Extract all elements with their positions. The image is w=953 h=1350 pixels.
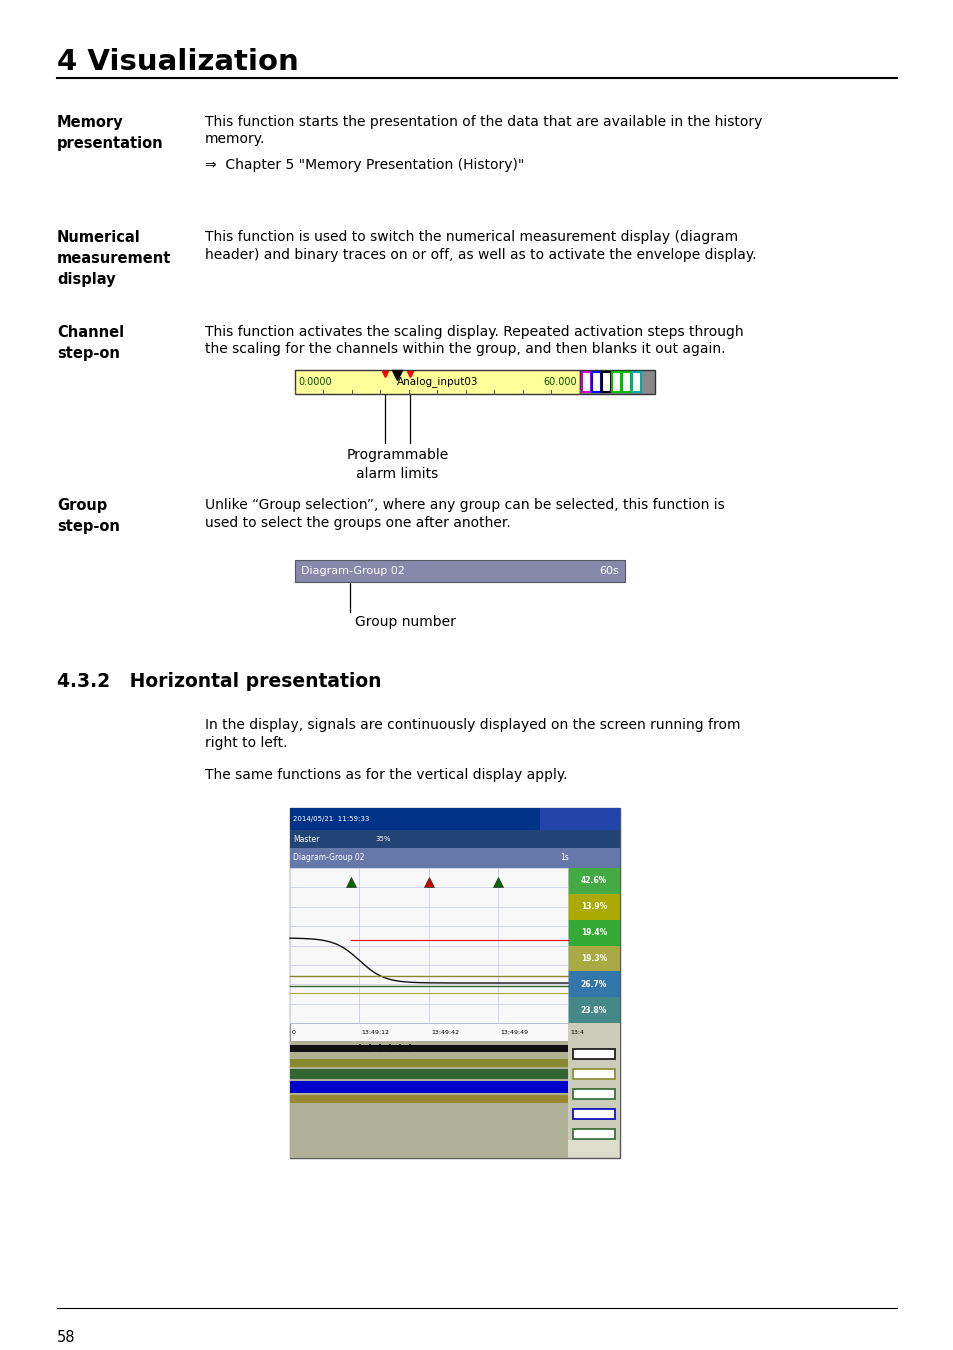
- Text: Group number: Group number: [355, 616, 456, 629]
- Text: The same functions as for the vertical display apply.: The same functions as for the vertical d…: [205, 768, 567, 782]
- Bar: [567, 1023, 619, 1139]
- Bar: [290, 1069, 567, 1079]
- Bar: [290, 809, 619, 1158]
- Text: 19.3%: 19.3%: [580, 954, 606, 963]
- Bar: [294, 370, 579, 394]
- Text: 13:49:42: 13:49:42: [431, 1030, 458, 1035]
- Bar: [567, 998, 619, 1023]
- Text: header) and binary traces on or off, as well as to activate the envelope display: header) and binary traces on or off, as …: [205, 247, 756, 262]
- Text: memory.: memory.: [205, 132, 265, 147]
- Text: Master: Master: [293, 834, 319, 844]
- Bar: [290, 848, 619, 868]
- Bar: [290, 1045, 567, 1052]
- Text: 13.9%: 13.9%: [580, 902, 606, 911]
- Text: 13:49:12: 13:49:12: [361, 1030, 389, 1035]
- Text: the scaling for the channels within the group, and then blanks it out again.: the scaling for the channels within the …: [205, 343, 724, 356]
- Text: 60s: 60s: [598, 566, 618, 576]
- Text: In the display, signals are continuously displayed on the screen running from: In the display, signals are continuously…: [205, 718, 740, 732]
- Text: used to select the groups one after another.: used to select the groups one after anot…: [205, 516, 510, 529]
- Text: Memory
presentation: Memory presentation: [57, 115, 164, 151]
- Bar: [567, 894, 619, 919]
- Text: Channel
step-on: Channel step-on: [57, 325, 124, 360]
- Bar: [573, 1089, 615, 1099]
- Bar: [290, 809, 619, 830]
- Text: 19.4%: 19.4%: [580, 927, 606, 937]
- Text: 0: 0: [292, 1030, 295, 1035]
- Bar: [581, 373, 590, 391]
- Bar: [631, 373, 640, 391]
- Bar: [612, 373, 620, 391]
- Bar: [290, 1023, 567, 1041]
- Text: Diagram-Group 02: Diagram-Group 02: [293, 853, 364, 863]
- Text: 4.3.2   Horizontal presentation: 4.3.2 Horizontal presentation: [57, 672, 381, 691]
- Bar: [592, 373, 600, 391]
- Bar: [573, 1049, 615, 1058]
- Text: 60.000: 60.000: [543, 377, 577, 387]
- Text: Programmable
alarm limits: Programmable alarm limits: [346, 448, 448, 482]
- Text: This function activates the scaling display. Repeated activation steps through: This function activates the scaling disp…: [205, 325, 742, 339]
- Text: 2014/05/21  11:59:33: 2014/05/21 11:59:33: [293, 815, 369, 822]
- Text: 23.8%: 23.8%: [580, 1006, 606, 1015]
- Bar: [539, 809, 619, 830]
- Text: 13:49:49: 13:49:49: [500, 1030, 528, 1035]
- Bar: [621, 373, 630, 391]
- Bar: [573, 1108, 615, 1119]
- Bar: [290, 1081, 567, 1094]
- Text: 26.7%: 26.7%: [580, 980, 606, 988]
- Bar: [290, 830, 619, 848]
- Bar: [573, 1069, 615, 1079]
- Bar: [290, 1058, 567, 1066]
- Bar: [290, 1054, 567, 1068]
- Text: Diagram-Group 02: Diagram-Group 02: [301, 566, 404, 576]
- Text: This function is used to switch the numerical measurement display (diagram: This function is used to switch the nume…: [205, 230, 738, 244]
- Text: 0.0000: 0.0000: [297, 377, 332, 387]
- Text: Group
step-on: Group step-on: [57, 498, 120, 535]
- Bar: [573, 1129, 615, 1139]
- Text: Unlike “Group selection”, where any group can be selected, this function is: Unlike “Group selection”, where any grou…: [205, 498, 724, 512]
- Bar: [290, 1095, 567, 1103]
- Bar: [567, 919, 619, 945]
- Text: right to left.: right to left.: [205, 736, 287, 749]
- Text: 4 Visualization: 4 Visualization: [57, 49, 298, 76]
- Bar: [567, 972, 619, 998]
- Bar: [567, 868, 619, 894]
- Text: This function starts the presentation of the data that are available in the hist: This function starts the presentation of…: [205, 115, 761, 130]
- Text: ⇒  Chapter 5 "Memory Presentation (History)": ⇒ Chapter 5 "Memory Presentation (Histor…: [205, 158, 524, 171]
- Text: 42.6%: 42.6%: [580, 876, 606, 886]
- Text: 35%: 35%: [375, 836, 390, 842]
- Bar: [567, 945, 619, 972]
- Bar: [290, 868, 567, 1023]
- Bar: [294, 560, 624, 582]
- Bar: [601, 373, 610, 391]
- Text: Analog_input03: Analog_input03: [396, 377, 477, 387]
- Bar: [290, 1041, 567, 1158]
- Text: 13:4: 13:4: [569, 1030, 583, 1035]
- Bar: [579, 370, 655, 394]
- Text: 1s: 1s: [559, 853, 568, 863]
- Text: 58: 58: [57, 1330, 75, 1345]
- Text: Numerical
measurement
display: Numerical measurement display: [57, 230, 172, 288]
